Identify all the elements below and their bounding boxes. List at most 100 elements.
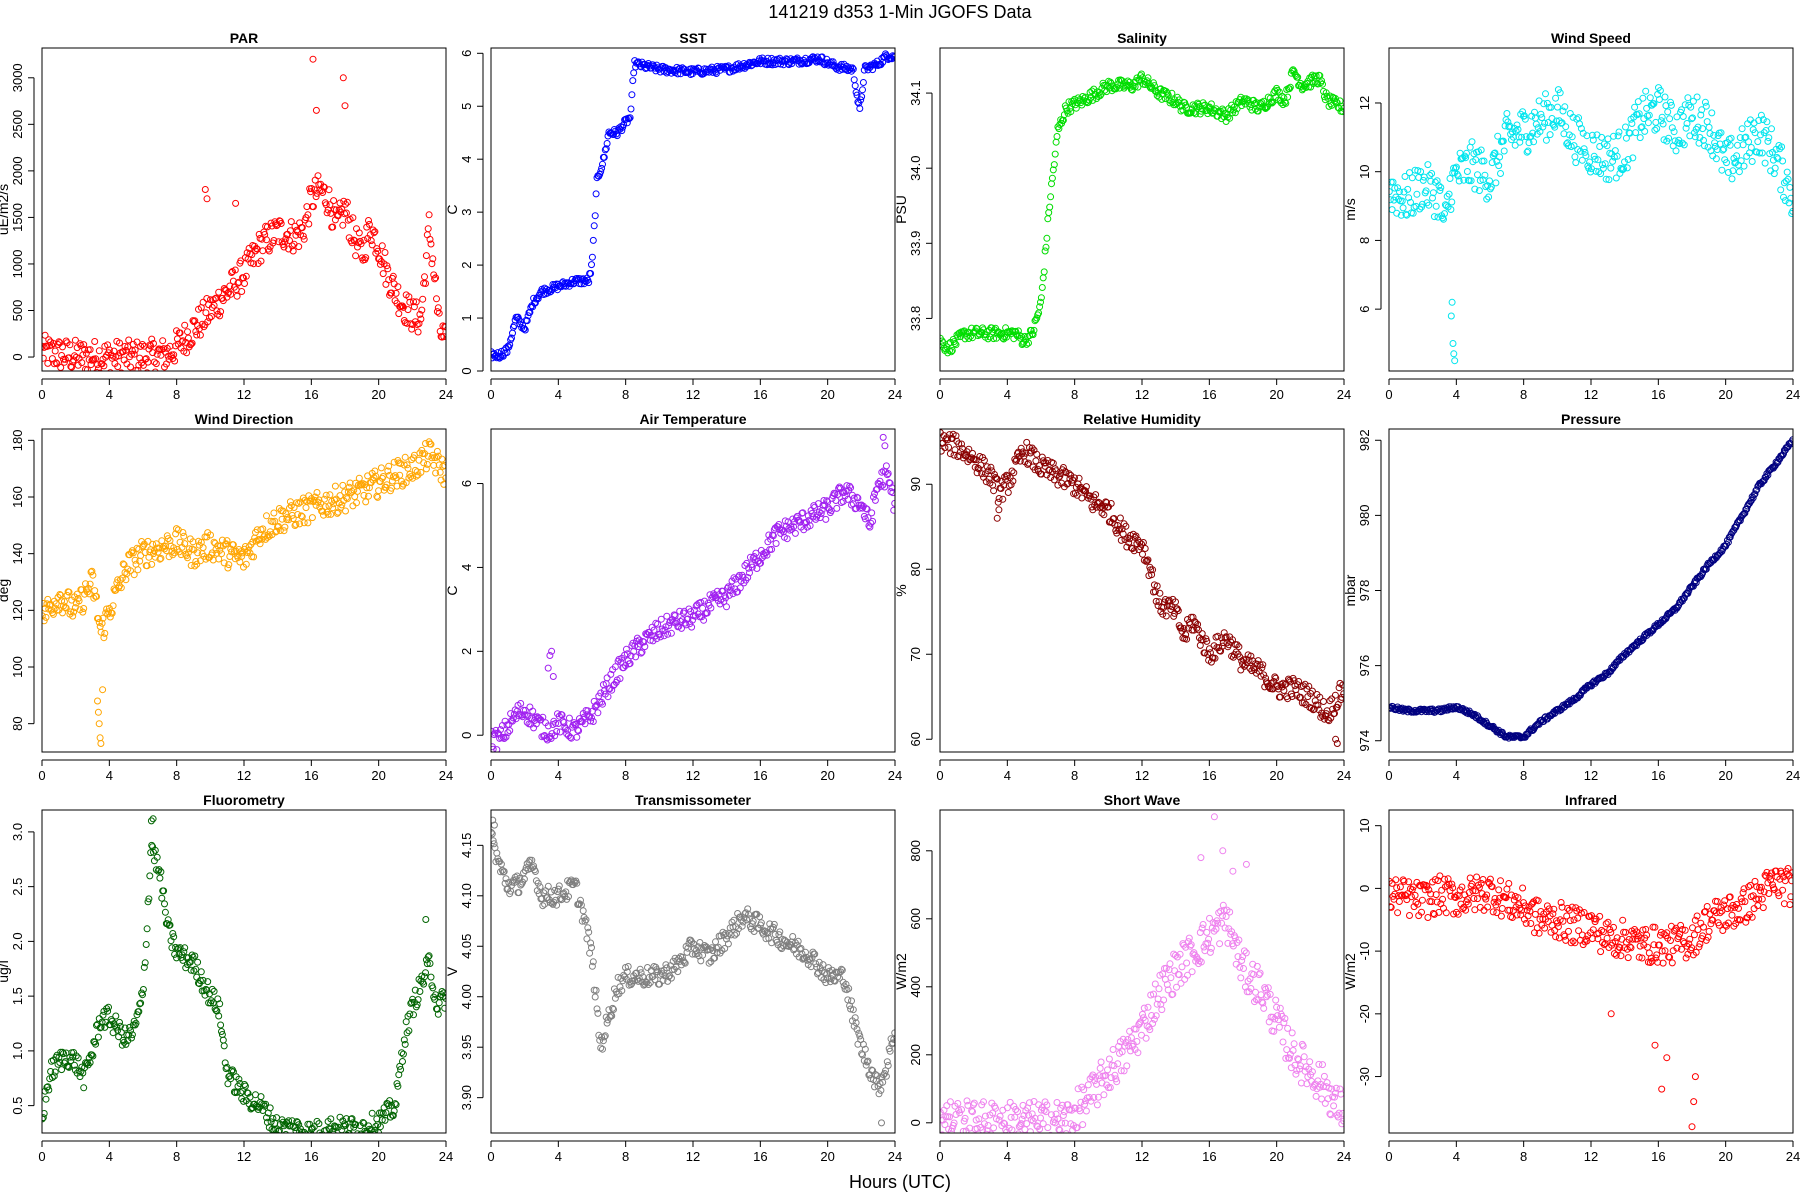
data-point [259,525,267,533]
data-point [257,257,265,265]
data-point [428,260,436,268]
data-point [1036,1125,1044,1133]
data-point [144,898,152,906]
data-point [147,817,155,825]
data-point [1739,141,1747,149]
data-point [1078,494,1086,502]
data-point [744,574,752,581]
x-tick-label: 4 [555,768,562,783]
data-point [1064,479,1072,487]
data-point [1189,613,1197,621]
data-point [377,464,385,472]
data-point [1604,135,1612,143]
data-point [646,636,654,644]
data-point [1113,83,1121,91]
data-point [539,902,547,910]
data-point [1034,1123,1042,1131]
data-point [987,1130,995,1133]
data-point [1158,1006,1166,1014]
x-tick-label: 0 [936,768,943,783]
data-point [96,734,104,742]
data-point [1238,102,1246,110]
data-point [1474,171,1481,179]
data-point [161,908,169,916]
data-point [837,484,844,492]
data-point [1195,626,1202,634]
data-point [1049,459,1057,467]
data-point [1542,90,1549,98]
data-point [1332,735,1340,743]
data-point [62,604,70,612]
panel-title: Relative Humidity [1083,411,1201,427]
data-point [881,483,889,491]
data-point [1534,124,1542,132]
data-point [1447,206,1455,213]
data-point [1645,111,1653,119]
data-point [1475,187,1483,195]
x-tick-label: 12 [237,768,251,783]
data-point [1609,157,1617,165]
data-point [493,746,501,752]
data-point [565,893,572,901]
data-point [1080,1086,1088,1094]
y-tick-label: 2 [459,261,474,268]
data-point [643,979,651,987]
data-point [1783,168,1791,176]
data-point [980,456,988,464]
data-point [416,310,424,318]
data-point [1302,84,1310,91]
data-point [93,593,100,600]
data-point [71,336,79,344]
data-point [711,954,719,962]
data-point [1751,490,1759,498]
data-point [1018,341,1026,348]
data-point [182,964,190,972]
data-point [159,337,167,345]
data-point [852,1019,860,1027]
data-point [1053,133,1061,140]
data-point [1648,101,1656,109]
data-point [1021,332,1029,340]
data-point [86,1059,94,1067]
data-point [1621,158,1628,166]
data-point [1787,440,1793,448]
data-point [582,916,590,924]
data-point [350,486,358,494]
data-point [154,548,162,556]
data-point [105,1003,112,1011]
data-point [1636,134,1644,142]
data-point [422,465,430,473]
data-point [176,329,184,337]
data-point [156,555,164,563]
x-axis: 0 4 8 12 16 20 24 [936,759,1351,783]
data-point [587,939,595,947]
data-point [94,708,102,716]
data-point [285,516,293,524]
data-point [884,470,892,477]
data-point [60,358,68,366]
data-point [1670,128,1678,136]
data-point [1590,152,1598,160]
x-tick-label: 0 [487,768,494,783]
data-point [749,917,757,925]
data-point [877,1086,885,1094]
data-point [854,494,862,502]
data-point [1571,153,1579,161]
data-point [724,940,732,948]
data-point [401,453,409,461]
data-point [431,995,439,1003]
data-point [591,212,599,220]
data-point [635,636,643,644]
data-point [234,279,242,287]
data-point [1718,166,1726,174]
data-point [170,933,178,941]
data-point [281,238,289,246]
data-point [1009,477,1017,485]
data-point [187,966,195,974]
data-point [1297,82,1305,90]
data-point [952,341,960,349]
data-point [1601,160,1609,168]
data-point [585,279,593,287]
data-point [1333,740,1341,747]
data-point [879,1078,887,1086]
